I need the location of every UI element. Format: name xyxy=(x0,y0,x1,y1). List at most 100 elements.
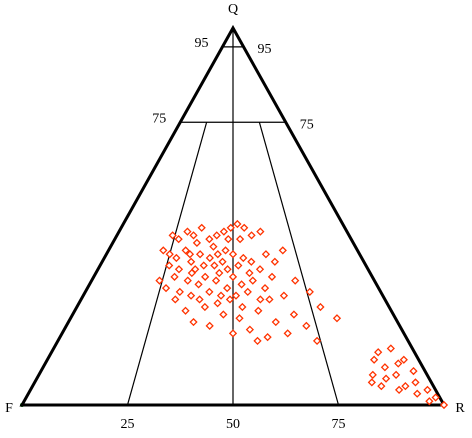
data-point xyxy=(174,265,184,274)
data-point xyxy=(172,253,181,263)
data-point xyxy=(195,295,204,304)
data-point xyxy=(271,317,280,327)
data-point xyxy=(213,250,222,259)
data-point xyxy=(243,287,252,297)
data-point xyxy=(256,227,265,236)
data-point xyxy=(216,291,226,300)
data-point xyxy=(413,389,422,398)
data-point xyxy=(189,231,198,240)
data-point xyxy=(265,295,274,304)
data-point xyxy=(240,223,249,232)
data-point xyxy=(248,276,257,285)
data-point xyxy=(305,287,314,297)
data-point xyxy=(155,276,164,285)
data-point xyxy=(174,235,183,244)
data-point xyxy=(235,314,244,323)
data-point xyxy=(226,223,235,232)
data-point xyxy=(374,348,383,357)
data-point xyxy=(228,250,238,259)
q-tick-label-left: 75 xyxy=(152,111,166,126)
data-point xyxy=(367,378,376,387)
data-point xyxy=(199,261,208,270)
data-point xyxy=(253,336,262,346)
data-point xyxy=(218,257,227,266)
data-point xyxy=(399,355,408,364)
data-point xyxy=(245,268,254,278)
data-point xyxy=(195,250,205,259)
data-point xyxy=(239,253,248,263)
data-point xyxy=(224,235,233,244)
data-point xyxy=(228,272,238,281)
data-point xyxy=(219,227,229,236)
data-point xyxy=(221,246,230,255)
q-tick-label-right: 95 xyxy=(258,42,272,57)
data-point xyxy=(316,302,325,312)
data-point xyxy=(263,333,272,342)
data-point xyxy=(228,329,238,338)
data-point xyxy=(185,250,195,259)
base-tick-label: 50 xyxy=(226,417,240,432)
q-tick-label-right: 75 xyxy=(300,117,314,132)
left-vertex-label: F xyxy=(5,401,13,416)
data-point xyxy=(256,295,265,304)
data-point xyxy=(175,287,184,297)
data-point xyxy=(165,261,174,270)
data-point xyxy=(235,235,245,244)
data-point xyxy=(181,306,190,315)
data-point xyxy=(194,280,203,289)
data-point xyxy=(431,393,440,402)
data-point xyxy=(391,370,401,379)
data-point xyxy=(223,284,232,293)
data-point xyxy=(171,295,180,304)
data-point xyxy=(183,276,192,285)
data-point xyxy=(278,246,287,255)
data-point xyxy=(168,231,177,240)
data-point xyxy=(425,397,434,406)
data-point xyxy=(423,385,432,395)
data-point xyxy=(189,317,198,327)
data-point xyxy=(245,325,254,334)
data-point xyxy=(192,238,202,248)
data-point xyxy=(409,366,418,376)
data-point xyxy=(394,385,404,395)
data-point xyxy=(181,246,190,255)
data-point xyxy=(212,231,221,240)
base-tick-label: 75 xyxy=(332,417,346,432)
data-point xyxy=(289,310,299,319)
data-point xyxy=(201,272,210,281)
data-point xyxy=(267,272,277,281)
data-point xyxy=(238,302,247,312)
data-point xyxy=(205,321,214,330)
data-point xyxy=(283,329,292,338)
data-point xyxy=(368,370,377,379)
data-point xyxy=(312,336,322,346)
data-point xyxy=(165,250,174,259)
q-tick-label-left: 95 xyxy=(194,36,208,51)
data-point xyxy=(159,246,168,255)
data-point xyxy=(233,219,242,229)
data-point xyxy=(209,242,218,251)
data-point xyxy=(247,257,256,266)
data-point xyxy=(161,284,171,293)
data-point xyxy=(255,265,265,274)
data-point xyxy=(332,314,342,323)
data-point xyxy=(369,355,379,364)
data-point xyxy=(291,276,300,285)
data-point xyxy=(223,265,232,274)
right-vertex-label: R xyxy=(455,401,465,416)
data-point xyxy=(231,291,241,300)
data-point xyxy=(186,291,196,300)
data-point xyxy=(187,257,196,266)
data-point xyxy=(183,227,192,236)
data-point xyxy=(386,344,395,353)
apex-label: Q xyxy=(228,2,238,17)
data-point xyxy=(197,223,206,232)
data-point xyxy=(170,272,179,281)
data-point xyxy=(439,400,449,410)
data-point xyxy=(270,257,279,266)
data-point xyxy=(225,295,235,304)
data-point xyxy=(219,310,228,319)
data-point xyxy=(261,250,271,259)
data-point xyxy=(210,261,219,270)
